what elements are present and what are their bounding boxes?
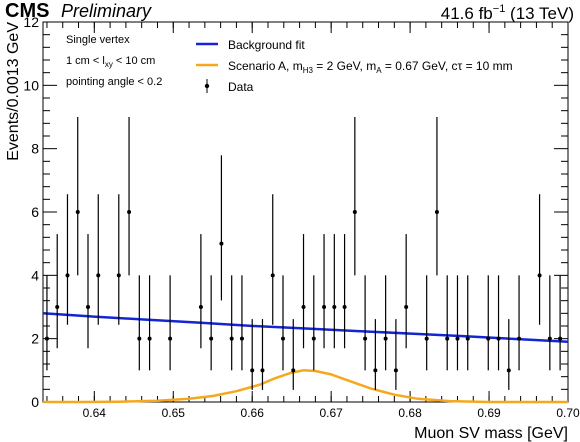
signal-curve (43, 369, 568, 404)
data-point (291, 368, 296, 373)
data-point (517, 336, 522, 341)
preliminary-label: Preliminary (61, 1, 152, 21)
data-point (55, 305, 60, 309)
data-point (239, 336, 244, 341)
data-point (342, 305, 347, 309)
data-point (311, 336, 316, 341)
data-point (44, 336, 49, 341)
data-point (209, 336, 214, 341)
data-point (322, 305, 327, 309)
x-tick-label: 0.70 (556, 406, 580, 420)
y-tick-label: 8 (31, 141, 39, 157)
data-point (281, 336, 285, 341)
cms-label: CMS (5, 0, 49, 22)
y-tick-label: 12 (23, 14, 39, 30)
data-point (434, 210, 439, 214)
data-point (301, 305, 306, 309)
x-tick-label: 0.68 (398, 406, 422, 420)
legend-background-label: Background fit (228, 38, 305, 52)
data-point (486, 336, 491, 341)
data-point (270, 273, 275, 278)
data-point (147, 336, 152, 341)
y-tick-label: 4 (31, 267, 39, 283)
y-tick-label: 0 (31, 394, 39, 410)
data-point (496, 336, 501, 341)
annotation-single-vertex: Single vertex (66, 34, 130, 46)
y-axis-title: Events/0.0013 GeV (5, 22, 22, 161)
x-tick-label: 0.65 (162, 406, 186, 420)
data-point (404, 305, 409, 309)
data-point (229, 336, 234, 341)
y-tick-label: 6 (31, 204, 39, 220)
data-point (424, 336, 429, 341)
data-points (44, 117, 563, 390)
data-point (75, 210, 80, 214)
x-axis-title: Muon SV mass [GeV] (414, 425, 568, 442)
data-point (96, 273, 101, 278)
y-tick-label: 10 (23, 77, 39, 93)
data-point (332, 305, 337, 309)
data-point (445, 336, 450, 341)
legend-data-label: Data (228, 80, 254, 94)
background-fit-curve (42, 312, 569, 344)
x-tick-label: 0.66 (241, 406, 265, 420)
data-point (455, 336, 460, 341)
data-point (137, 336, 142, 341)
data-point (86, 305, 90, 309)
signal-layer (43, 369, 568, 404)
data-point (219, 241, 224, 246)
y-tick-label: 2 (31, 331, 39, 347)
luminosity-label: 41.6 fb−1 (13 TeV) (441, 3, 574, 23)
data-point (250, 368, 255, 373)
data-point (465, 336, 470, 341)
data-point (116, 273, 121, 278)
x-tick-label: 0.64 (83, 406, 107, 420)
data-point (352, 210, 357, 214)
data-point (198, 305, 203, 309)
annotation-pointing-angle: pointing angle < 0.2 (66, 76, 162, 88)
annotation-lxy-range: 1 cm < lxy < 10 cm (66, 55, 155, 69)
tick-labels: 0.64 0.65 0.66 0.67 0.68 0.69 0.70 0 2 4 6 8 10 12 (23, 14, 580, 420)
x-tick-label: 0.69 (477, 406, 501, 420)
x-tick-label: 0.67 (319, 406, 343, 420)
background-layer (42, 312, 569, 344)
legend-data-marker (204, 83, 210, 89)
data-point (363, 336, 368, 341)
data-point (547, 336, 552, 341)
data-point (373, 368, 378, 373)
data-point (393, 368, 398, 373)
data-point (127, 210, 132, 214)
data-point (383, 336, 388, 341)
data-point (168, 336, 173, 341)
data-point (537, 273, 542, 278)
legend-signal-label: Scenario A, mH3 = 2 GeV, mA = 0.67 GeV, … (228, 59, 513, 75)
data-point (506, 368, 511, 373)
data-point (558, 336, 563, 341)
data-point (65, 273, 70, 278)
data-point (260, 368, 265, 373)
axis-ticks (43, 21, 569, 403)
legend: Background fit Scenario A, mH3 = 2 GeV, … (196, 38, 513, 94)
